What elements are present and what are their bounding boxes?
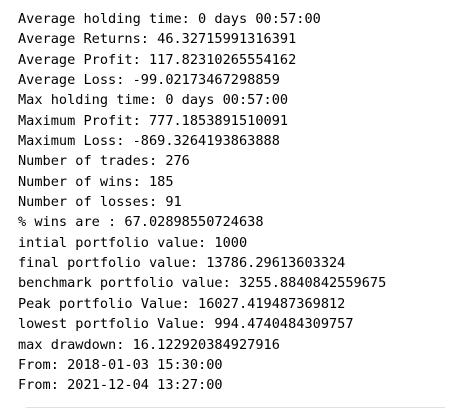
output-line-max-drawdown: max drawdown: 16.122920384927916 [18, 336, 280, 353]
output-line-number-of-wins: Number of wins: 185 [18, 173, 174, 190]
output-line-number-of-trades: Number of trades: 276 [18, 153, 190, 170]
output-line-from-start: From: 2018-01-03 15:30:00 [18, 356, 223, 373]
output-line-lowest-portfolio-value: lowest portfolio Value: 994.474048430975… [18, 316, 354, 333]
output-line-maximum-profit: Maximum Profit: 777.1853891510091 [18, 112, 289, 129]
output-line-from-end: From: 2021-12-04 13:27:00 [18, 377, 223, 394]
output-line-average-profit: Average Profit: 117.82310265554162 [18, 51, 297, 68]
output-line-average-loss: Average Loss: -99.02173467298859 [18, 72, 280, 89]
output-line-peak-portfolio-value: Peak portfolio Value: 16027.419487369812 [18, 295, 346, 312]
output-line-wins-percentage: % wins are : 67.02898550724638 [18, 214, 264, 231]
cell-divider [26, 407, 445, 408]
output-line-average-holding-time: Average holding time: 0 days 00:57:00 [18, 11, 321, 27]
output-line-initial-portfolio-value: intial portfolio value: 1000 [18, 234, 248, 251]
output-line-benchmark-portfolio-value: benchmark portfolio value: 3255.88408425… [18, 275, 387, 292]
output-line-final-portfolio-value: final portfolio value: 13786.29613603324 [18, 255, 346, 272]
output-text-block: Average holding time: 0 days 00:57:00 Av… [18, 9, 386, 396]
output-line-maximum-loss: Maximum Loss: -869.3264193863888 [18, 133, 280, 150]
output-line-average-returns: Average Returns: 46.32715991316391 [18, 31, 297, 48]
output-line-max-holding-time: Max holding time: 0 days 00:57:00 [18, 92, 289, 109]
output-line-number-of-losses: Number of losses: 91 [18, 194, 182, 211]
